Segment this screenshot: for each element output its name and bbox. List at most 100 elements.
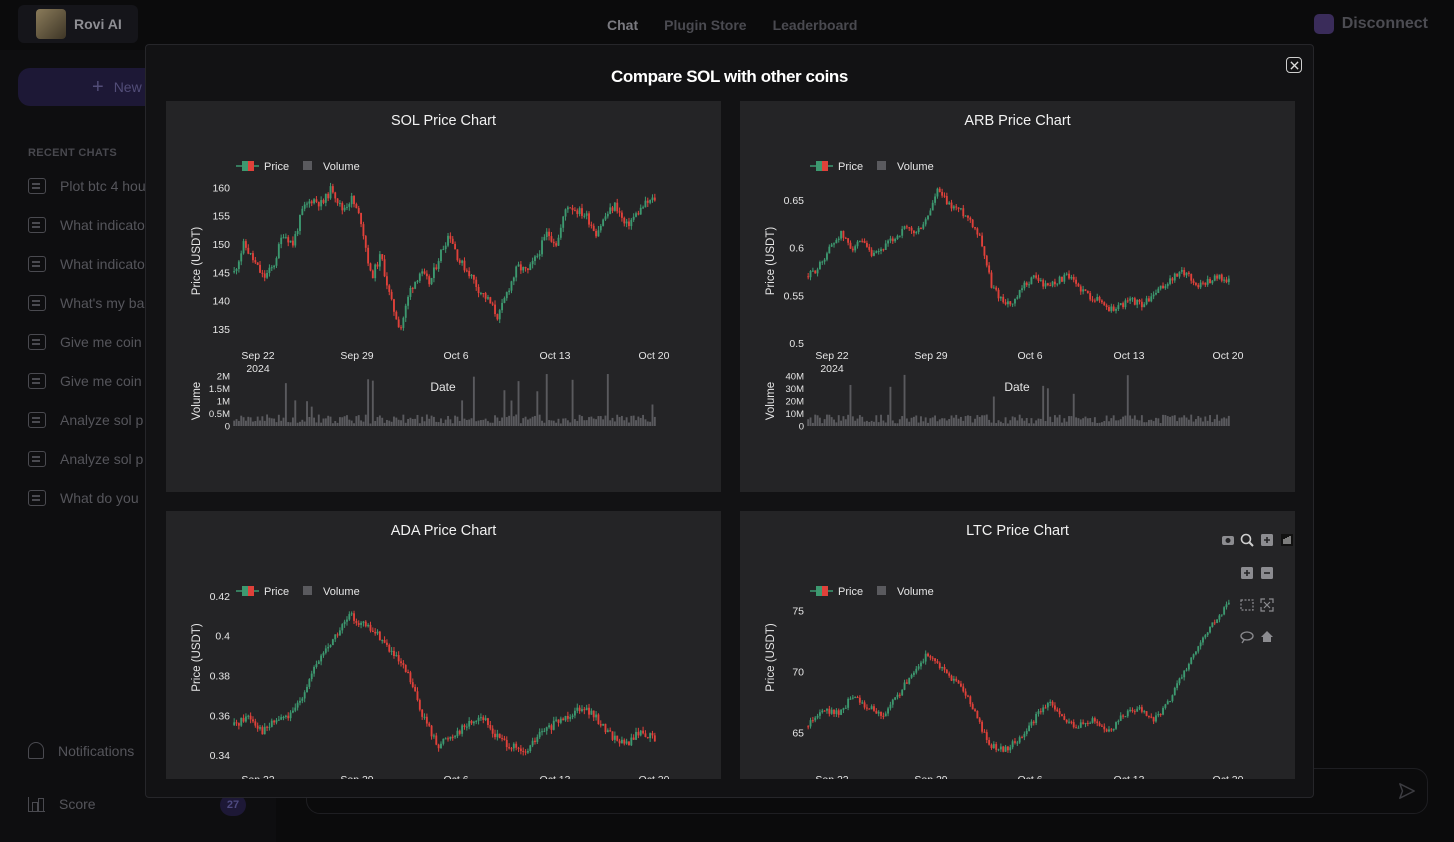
candlestick-series[interactable] [807,599,1230,754]
candle[interactable] [995,741,998,753]
zoom-in-icon[interactable] [1241,567,1253,579]
candle[interactable] [569,207,572,209]
candle[interactable] [1086,290,1089,294]
candle[interactable] [541,236,543,257]
candle[interactable] [331,638,334,646]
candle[interactable] [920,660,922,670]
candle[interactable] [1202,280,1204,286]
candle[interactable] [927,652,929,658]
candle[interactable] [261,269,264,278]
candle[interactable] [1185,272,1188,278]
candle[interactable] [1103,301,1106,306]
candle[interactable] [414,281,417,290]
candle[interactable] [529,262,532,271]
candle[interactable] [1025,281,1028,287]
candle[interactable] [571,204,574,215]
candle[interactable] [576,208,579,218]
candle[interactable] [976,227,979,238]
candle[interactable] [336,632,339,638]
candle[interactable] [517,746,520,753]
candle[interactable] [844,236,847,239]
candle[interactable] [1206,275,1209,287]
send-icon[interactable] [1398,782,1416,800]
candle[interactable] [1166,699,1169,705]
candle[interactable] [924,217,927,227]
candle[interactable] [263,270,266,282]
candle[interactable] [336,198,339,206]
candle[interactable] [364,234,367,252]
candle[interactable] [1178,271,1181,279]
candle[interactable] [313,197,316,205]
candle[interactable] [536,253,539,259]
candle[interactable] [910,673,913,679]
candle[interactable] [322,651,325,658]
candle[interactable] [1192,653,1195,660]
candle[interactable] [388,643,391,653]
candle[interactable] [611,205,614,214]
candle[interactable] [531,257,534,269]
candle[interactable] [534,255,536,266]
candle[interactable] [310,199,313,207]
candle[interactable] [606,728,609,733]
candle[interactable] [1131,297,1134,302]
candle[interactable] [1103,723,1106,733]
candle[interactable] [277,242,280,259]
candle[interactable] [324,645,327,655]
candle[interactable] [1032,274,1035,279]
candle[interactable] [865,240,868,248]
candle[interactable] [1084,722,1087,728]
candle[interactable] [1119,712,1122,722]
candle[interactable] [548,722,551,729]
candle[interactable] [277,715,280,721]
candle[interactable] [454,734,457,739]
candle[interactable] [1211,279,1214,285]
candle[interactable] [959,680,962,688]
candle[interactable] [1155,712,1157,723]
candle[interactable] [378,630,381,641]
candle[interactable] [646,197,649,207]
candle[interactable] [1197,283,1200,290]
candlestick-series[interactable] [233,610,656,756]
candle[interactable] [367,623,370,628]
candle[interactable] [360,212,363,228]
candle[interactable] [604,212,607,221]
candle[interactable] [606,211,609,219]
candle[interactable] [252,716,254,723]
candle[interactable] [402,316,405,331]
candle[interactable] [644,730,647,738]
candle[interactable] [482,293,485,298]
candle[interactable] [378,251,381,271]
chart-legend[interactable]: Price Volume [236,161,360,173]
candle[interactable] [280,714,283,721]
candle[interactable] [967,215,969,222]
candle[interactable] [524,266,527,272]
candle[interactable] [849,240,852,249]
candle[interactable] [971,218,974,229]
candle[interactable] [985,729,988,744]
candle[interactable] [418,698,421,712]
candle[interactable] [294,231,297,248]
recent-chat-item[interactable]: What indicato [28,256,145,272]
candle[interactable] [1145,711,1148,717]
candle[interactable] [256,262,259,266]
candle[interactable] [1173,272,1176,283]
candle[interactable] [1049,699,1052,706]
candle[interactable] [1157,711,1160,718]
candle[interactable] [1009,744,1012,754]
candle[interactable] [880,247,882,255]
candle[interactable] [421,709,424,720]
candle[interactable] [397,651,400,665]
candle[interactable] [616,198,619,214]
candle[interactable] [842,707,845,714]
candle[interactable] [310,670,313,682]
candle[interactable] [538,250,541,260]
candle[interactable] [559,716,562,725]
candle[interactable] [1039,277,1042,282]
candle[interactable] [894,697,897,701]
candle[interactable] [282,234,285,239]
candle[interactable] [922,221,925,230]
candle[interactable] [821,708,824,714]
candle[interactable] [1204,282,1207,287]
candle[interactable] [1058,275,1061,285]
